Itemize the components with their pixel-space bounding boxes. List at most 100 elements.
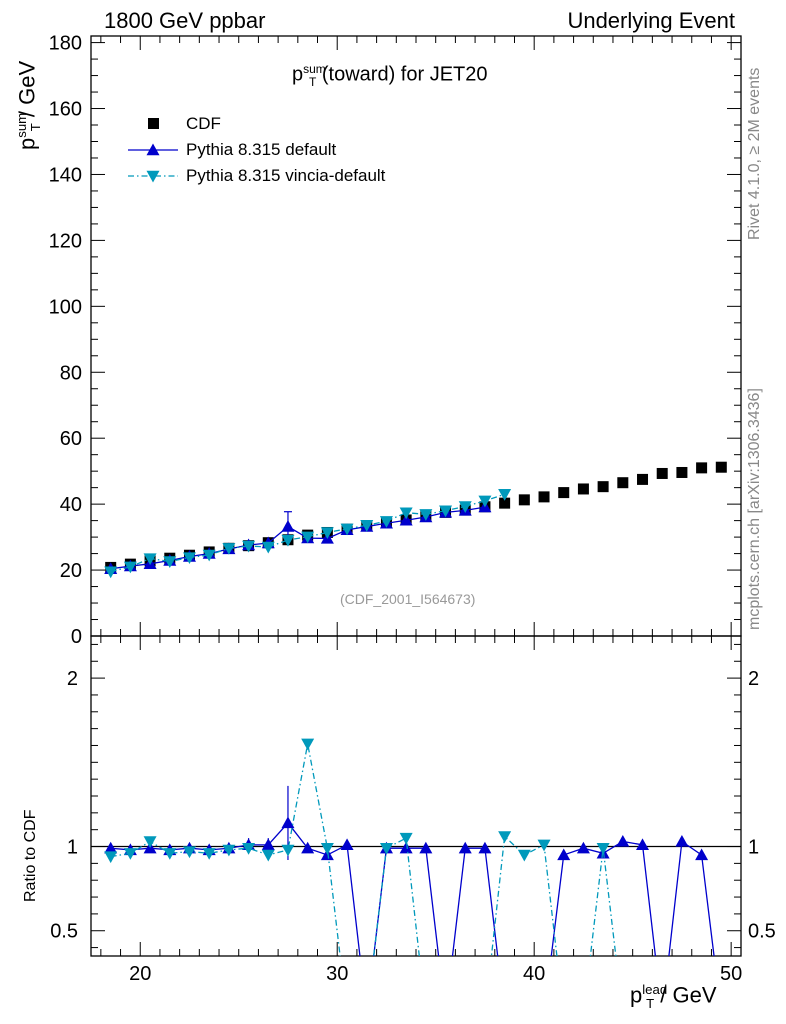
- pythia-vincia-point: [320, 527, 334, 539]
- pythia-default-point: [399, 513, 413, 526]
- y-tick-label: 100: [49, 296, 82, 318]
- ratio-pythia-vincia-point: [281, 844, 295, 857]
- ratio-pythia-vincia-point: [104, 851, 118, 864]
- pythia-vincia-point: [439, 505, 453, 518]
- legend-label-pythia-vincia: Pythia 8.315 vincia-default: [186, 166, 386, 185]
- ratio-pythia-vincia-point: [498, 831, 512, 843]
- pythia-vincia-point: [360, 520, 374, 532]
- legend-symbol-pythia-default: [146, 143, 160, 156]
- ratio-plot-frame: [90, 635, 742, 957]
- legend-label-cdf: CDF: [186, 114, 221, 133]
- header-left: 1800 GeV ppbar: [104, 8, 266, 33]
- analysis-tag: (CDF_2001_I564673): [340, 591, 476, 607]
- y-tick-label: 20: [60, 560, 82, 582]
- cdf-data-point: [617, 477, 629, 489]
- ratio-pythia-vincia-point: [123, 848, 137, 860]
- ratio-pythia-default-point: [104, 841, 118, 854]
- legend-label-pythia-default: Pythia 8.315 default: [186, 140, 337, 159]
- pythia-vincia-point: [261, 541, 275, 554]
- ratio-pythia-vincia-point: [379, 843, 393, 855]
- ratio-pythia-default-point: [458, 841, 472, 854]
- mcplots-label: mcplots.cern.ch [arXiv:1306.3436]: [746, 388, 763, 630]
- y-tick-label: 60: [60, 428, 82, 450]
- ratio-pythia-vincia-point: [222, 844, 236, 857]
- pythia-default-point: [281, 520, 295, 532]
- ratio-pythia-default-point: [419, 841, 433, 854]
- y-tick-label: 180: [49, 33, 82, 55]
- pythia-vincia-point: [281, 534, 295, 547]
- cdf-data-point: [676, 466, 688, 478]
- pythia-vincia-point: [202, 549, 216, 562]
- ratio-pythia-default-point: [695, 848, 709, 861]
- legend-symbol-pythia-vincia: [146, 170, 160, 183]
- pythia-vincia-point: [143, 553, 157, 566]
- ratio-pythia-vincia-point: [202, 848, 216, 860]
- ratio-pythia-vincia-point: [143, 836, 157, 848]
- pythia-vincia-point: [163, 556, 177, 568]
- ratio-y-tick-label: 1: [67, 837, 78, 859]
- ratio-pythia-vincia-point: [301, 738, 315, 751]
- ratio-pythia-vincia-point: [517, 849, 531, 862]
- ratio-pythia-default-point: [636, 838, 650, 851]
- y-tick-label: 80: [60, 362, 82, 384]
- ratio-pythia-default-point: [301, 841, 315, 854]
- pythia-vincia-point: [182, 552, 196, 565]
- pythia-vincia-point: [242, 540, 256, 553]
- ratio-y-tick-label: 0.5: [50, 921, 78, 943]
- pythia-vincia-point: [478, 495, 492, 508]
- x-tick-label: 50: [720, 963, 742, 985]
- ratio-y-axis-label: Ratio to CDF: [22, 809, 39, 902]
- ratio-y-tick-label-right: 1: [748, 837, 759, 859]
- ratio-pythia-vincia-point: [163, 848, 177, 860]
- ratio-pythia-vincia-point: [320, 843, 334, 855]
- legend-symbol-cdf: [148, 118, 159, 129]
- ratio-pythia-vincia-point: [596, 843, 610, 855]
- ratio-pythia-default-point: [281, 816, 295, 829]
- ratio-y-tick-label-right: 2: [748, 668, 759, 690]
- ratio-pythia-default-point: [399, 841, 413, 854]
- cdf-data-point: [499, 497, 511, 509]
- x-tick-label: 20: [129, 963, 151, 985]
- ratio-y-tick-label: 2: [67, 668, 78, 690]
- y-tick-label: 160: [49, 99, 82, 121]
- pythia-vincia-point: [498, 489, 512, 501]
- cdf-data-point: [597, 481, 609, 493]
- ratio-pythia-default-point: [261, 838, 275, 851]
- ratio-pythia-vincia-point: [399, 832, 413, 845]
- ratio-pythia-vincia-point: [242, 843, 256, 855]
- ratio-pythia-vincia-line: [110, 743, 617, 956]
- cdf-data-point: [577, 483, 589, 495]
- ratio-pythia-default-point: [616, 834, 630, 847]
- x-axis-label: pleadT / GeV: [630, 982, 717, 1011]
- x-tick-label: 40: [523, 963, 545, 985]
- cdf-data-point: [696, 462, 708, 474]
- ratio-pythia-vincia-point: [182, 846, 196, 859]
- cdf-data-point: [656, 467, 668, 479]
- pythia-vincia-point: [379, 516, 393, 528]
- ratio-pythia-default-point: [478, 841, 492, 854]
- x-tick-label: 30: [326, 963, 348, 985]
- cdf-data-point: [518, 494, 530, 506]
- rivet-version-label: Rivet 4.1.0, ≥ 2M events: [746, 67, 763, 240]
- pythia-vincia-point: [458, 501, 472, 513]
- ratio-pythia-vincia-point: [261, 849, 275, 862]
- ratio-pythia-default-point: [340, 838, 354, 851]
- ratio-pythia-default-point: [557, 848, 571, 861]
- y-axis-label: psumT / GeV: [14, 60, 43, 150]
- pythia-vincia-point: [123, 561, 137, 574]
- cdf-data-point: [715, 461, 727, 473]
- ratio-series-group: [104, 738, 715, 956]
- y-tick-label: 140: [49, 164, 82, 186]
- pythia-vincia-point: [399, 507, 413, 520]
- pythia-vincia-point: [419, 509, 433, 521]
- ratio-y-tick-label-right: 0.5: [748, 921, 776, 943]
- ratio-pythia-default-point: [675, 834, 689, 847]
- cdf-data-point: [558, 487, 570, 499]
- y-tick-label: 0: [71, 626, 82, 648]
- y-tick-label: 40: [60, 494, 82, 516]
- cdf-data-point: [538, 491, 550, 503]
- pythia-vincia-point: [301, 531, 315, 544]
- ratio-pythia-vincia-point: [537, 839, 551, 852]
- pythia-vincia-point: [340, 523, 354, 536]
